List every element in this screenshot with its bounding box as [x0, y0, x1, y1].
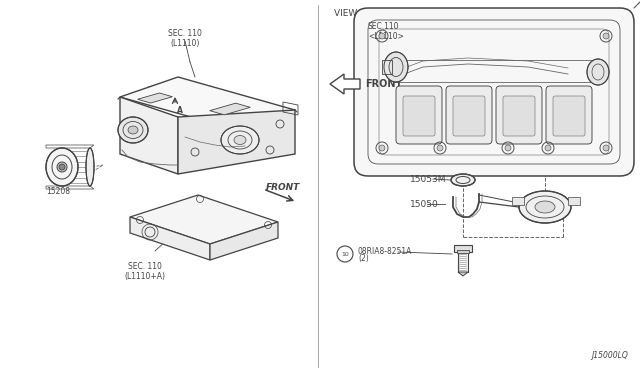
Text: (2): (2) — [358, 254, 369, 263]
Bar — [568, 197, 580, 205]
Text: FRONT: FRONT — [365, 79, 403, 89]
Polygon shape — [120, 77, 295, 130]
Text: SEC. 110
(L1110): SEC. 110 (L1110) — [168, 29, 202, 48]
Circle shape — [505, 145, 511, 151]
Polygon shape — [138, 93, 172, 103]
Text: 08RIA8-8251A: 08RIA8-8251A — [358, 247, 412, 257]
Polygon shape — [178, 110, 295, 174]
Ellipse shape — [451, 174, 475, 186]
Ellipse shape — [234, 135, 246, 144]
Text: FRONT: FRONT — [266, 183, 300, 192]
FancyBboxPatch shape — [546, 86, 592, 144]
FancyBboxPatch shape — [354, 8, 634, 176]
FancyBboxPatch shape — [403, 96, 435, 136]
Polygon shape — [130, 195, 278, 244]
Polygon shape — [130, 217, 210, 260]
FancyBboxPatch shape — [496, 86, 542, 144]
Bar — [457, 250, 469, 253]
Polygon shape — [330, 74, 360, 94]
Ellipse shape — [384, 52, 408, 82]
Ellipse shape — [587, 59, 609, 85]
Polygon shape — [458, 272, 468, 276]
Ellipse shape — [118, 117, 148, 143]
Text: SEC. 110
(L1110+A): SEC. 110 (L1110+A) — [125, 262, 166, 281]
Text: 15053M: 15053M — [410, 174, 447, 183]
Circle shape — [545, 145, 551, 151]
Text: A: A — [177, 106, 183, 115]
Ellipse shape — [46, 148, 78, 186]
FancyBboxPatch shape — [446, 86, 492, 144]
Polygon shape — [210, 103, 250, 115]
Circle shape — [437, 145, 443, 151]
FancyBboxPatch shape — [396, 86, 442, 144]
Ellipse shape — [519, 191, 571, 223]
Circle shape — [379, 145, 385, 151]
Text: 10: 10 — [341, 251, 349, 257]
Circle shape — [603, 33, 609, 39]
Circle shape — [379, 33, 385, 39]
Circle shape — [57, 162, 67, 172]
Ellipse shape — [535, 201, 555, 213]
Circle shape — [59, 164, 65, 170]
Text: 15050: 15050 — [410, 199, 439, 208]
Text: VIEW A: VIEW A — [334, 9, 366, 18]
Polygon shape — [120, 97, 178, 174]
FancyBboxPatch shape — [503, 96, 535, 136]
Bar — [382, 60, 392, 74]
Text: SEC.110
<L1110>: SEC.110 <L1110> — [368, 22, 404, 41]
Bar — [393, 60, 595, 82]
Polygon shape — [210, 222, 278, 260]
Text: 15208: 15208 — [46, 187, 70, 196]
Ellipse shape — [221, 126, 259, 154]
FancyBboxPatch shape — [453, 96, 485, 136]
Circle shape — [603, 145, 609, 151]
Ellipse shape — [128, 126, 138, 134]
Bar — [454, 245, 472, 252]
FancyBboxPatch shape — [553, 96, 585, 136]
Text: J15000LQ: J15000LQ — [591, 351, 628, 360]
Ellipse shape — [86, 148, 94, 186]
Bar — [512, 197, 524, 205]
